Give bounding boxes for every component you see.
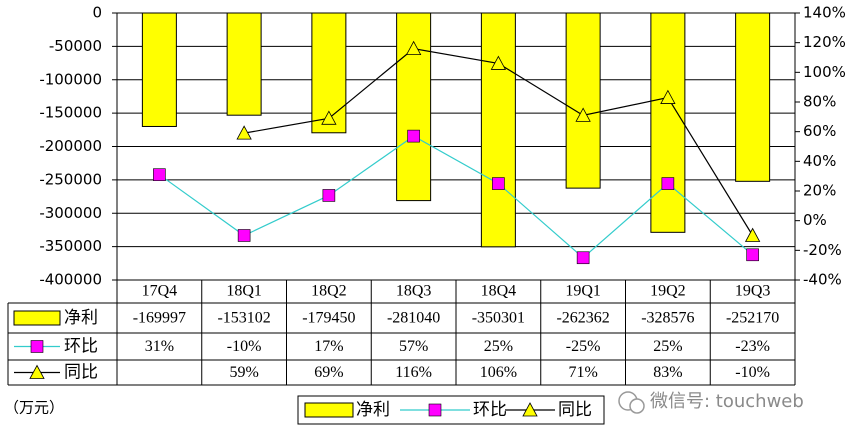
y-tick-label: -350000 [39, 237, 102, 255]
x-tick-label: 19Q3 [735, 283, 771, 300]
table-series-name: 同比 [64, 363, 98, 383]
table-cell: -328576 [641, 310, 694, 327]
table-cell: 25% [653, 338, 682, 355]
legend-key [304, 402, 354, 418]
watermark-icon [629, 398, 645, 414]
table-cell: -23% [735, 338, 770, 355]
y-tick-label: -400000 [39, 271, 102, 289]
y-tick-label: 0 [92, 4, 102, 22]
y-tick-label: -50000 [49, 37, 102, 55]
table-series-name: 净利 [64, 308, 98, 328]
bar [226, 12, 262, 116]
y2-tick-label: 40% [803, 152, 836, 170]
table-cell: 59% [229, 364, 258, 381]
table-cell: -350301 [472, 310, 525, 327]
y-tick-label: -200000 [39, 137, 102, 155]
y2-tick-label: 60% [803, 122, 836, 140]
marker [237, 229, 251, 242]
table-cell: 69% [314, 364, 343, 381]
line [159, 135, 754, 259]
table-cell: -281040 [387, 310, 440, 327]
y2-tick-label: 0% [803, 211, 827, 229]
y2-tick-label: 20% [803, 182, 836, 200]
y2-tick-label: 120% [803, 33, 846, 51]
bar [735, 12, 771, 182]
marker [746, 248, 759, 262]
x-tick-label: 19Q2 [650, 283, 686, 300]
table-cell: -179450 [302, 310, 355, 327]
watermark: 微信号: touchweb [618, 391, 804, 414]
table-cell: -25% [566, 338, 601, 355]
marker [153, 168, 166, 181]
legend-label: 环比 [473, 400, 507, 420]
unit-label: （万元） [4, 399, 64, 417]
x-tick-label: 18Q1 [226, 283, 262, 300]
bar [480, 12, 516, 248]
table-legend-key [29, 364, 45, 379]
table-cell: -153102 [217, 310, 270, 327]
table-cell: 17% [314, 338, 343, 355]
legend-key [428, 403, 442, 417]
table-cell: -10% [227, 338, 262, 355]
table-cell: 106% [480, 364, 517, 381]
table-legend-key [13, 310, 61, 326]
bar [650, 12, 686, 233]
table-legend-key [30, 340, 44, 353]
table-cell: -169997 [133, 310, 186, 327]
y2-tick-label: -20% [803, 241, 842, 259]
legend-key [522, 402, 538, 417]
bar [141, 12, 177, 127]
x-tick-label: 19Q1 [565, 283, 601, 300]
y2-tick-label: -40% [803, 271, 842, 289]
y-tick-label: -100000 [39, 70, 102, 88]
marker [660, 89, 676, 104]
y2-tick-label: 100% [803, 63, 846, 81]
y-tick-label: -250000 [39, 170, 102, 188]
marker [322, 189, 336, 202]
watermark-text: 微信号: touchweb [650, 391, 804, 412]
marker [744, 227, 761, 242]
y-tick-label: -300000 [39, 204, 102, 222]
table-cell: 71% [568, 364, 597, 381]
table-cell: 116% [395, 364, 432, 381]
x-tick-label: 17Q4 [142, 283, 178, 300]
table-cell: 31% [145, 338, 174, 355]
marker [661, 177, 675, 190]
legend-label: 同比 [558, 400, 592, 420]
table-cell: 25% [484, 338, 513, 355]
bar [565, 12, 601, 189]
y2-tick-label: 80% [803, 93, 836, 111]
table-cell: -10% [735, 364, 770, 381]
marker [405, 40, 422, 55]
marker [407, 129, 420, 143]
marker [575, 107, 591, 122]
table-cell: -262362 [556, 310, 609, 327]
marker [321, 110, 337, 125]
x-tick-label: 18Q4 [481, 283, 517, 300]
y2-tick-label: 140% [803, 4, 846, 22]
table-series-name: 环比 [64, 337, 98, 357]
marker [236, 125, 252, 140]
marker [492, 177, 505, 190]
table-cell: 83% [653, 364, 682, 381]
table-cell: 57% [399, 338, 428, 355]
marker [576, 251, 590, 265]
marker [490, 55, 507, 70]
legend-label: 净利 [356, 400, 390, 420]
x-tick-label: 18Q2 [311, 283, 347, 300]
y-tick-label: -150000 [39, 104, 102, 122]
x-tick-label: 18Q3 [396, 283, 432, 300]
table-cell: -252170 [726, 310, 779, 327]
